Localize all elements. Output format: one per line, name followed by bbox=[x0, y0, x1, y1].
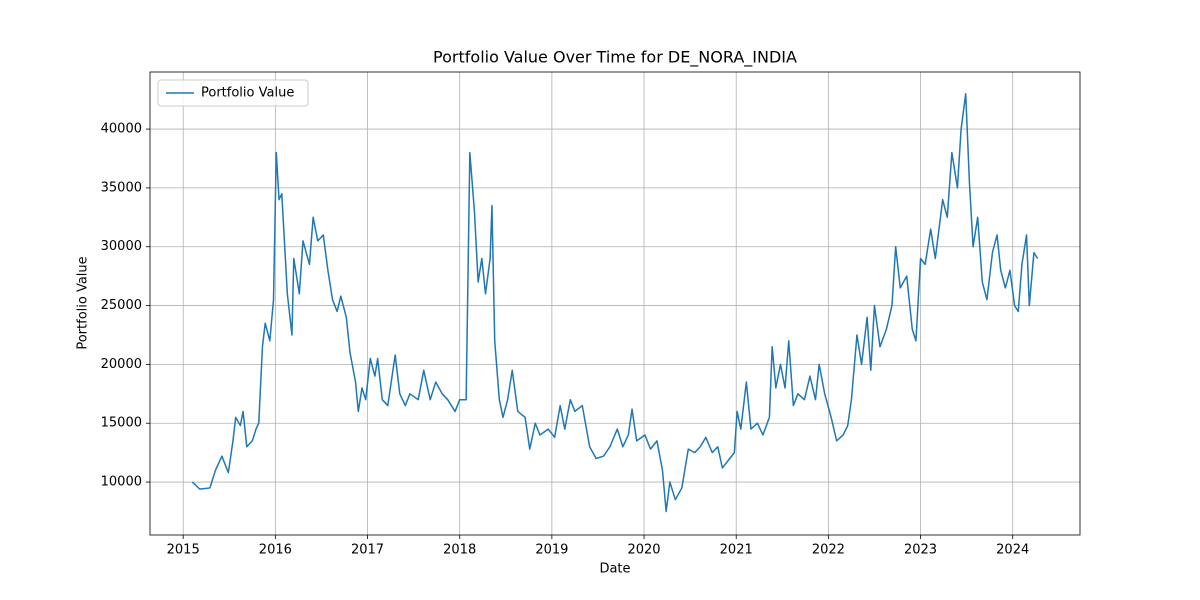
y-tick-label: 40000 bbox=[101, 122, 142, 137]
y-tick-label: 15000 bbox=[101, 416, 142, 431]
y-tick-label: 25000 bbox=[101, 298, 142, 313]
x-tick-label: 2022 bbox=[812, 543, 845, 558]
x-tick-label: 2024 bbox=[996, 543, 1029, 558]
x-tick-label: 2021 bbox=[720, 543, 753, 558]
x-tick-label: 2015 bbox=[167, 543, 200, 558]
x-tick-label: 2019 bbox=[535, 543, 568, 558]
y-axis-label: Portfolio Value bbox=[76, 256, 91, 349]
y-tick-label: 35000 bbox=[101, 180, 142, 195]
plot-frame bbox=[149, 71, 1081, 536]
x-tick-label: 2016 bbox=[259, 543, 292, 558]
x-tick-label: 2017 bbox=[351, 543, 384, 558]
y-tick-label: 30000 bbox=[101, 239, 142, 254]
legend-box bbox=[157, 79, 309, 107]
y-tick-label: 20000 bbox=[101, 357, 142, 372]
x-tick-label: 2020 bbox=[627, 543, 660, 558]
y-tick-label: 10000 bbox=[101, 475, 142, 490]
chart-title: Portfolio Value Over Time for DE_NORA_IN… bbox=[433, 48, 797, 68]
legend-label: Portfolio Value bbox=[201, 86, 294, 101]
x-tick-label: 2018 bbox=[443, 543, 476, 558]
data-line bbox=[191, 93, 1039, 513]
x-axis-label: Date bbox=[599, 562, 630, 577]
x-tick-label: 2023 bbox=[904, 543, 937, 558]
